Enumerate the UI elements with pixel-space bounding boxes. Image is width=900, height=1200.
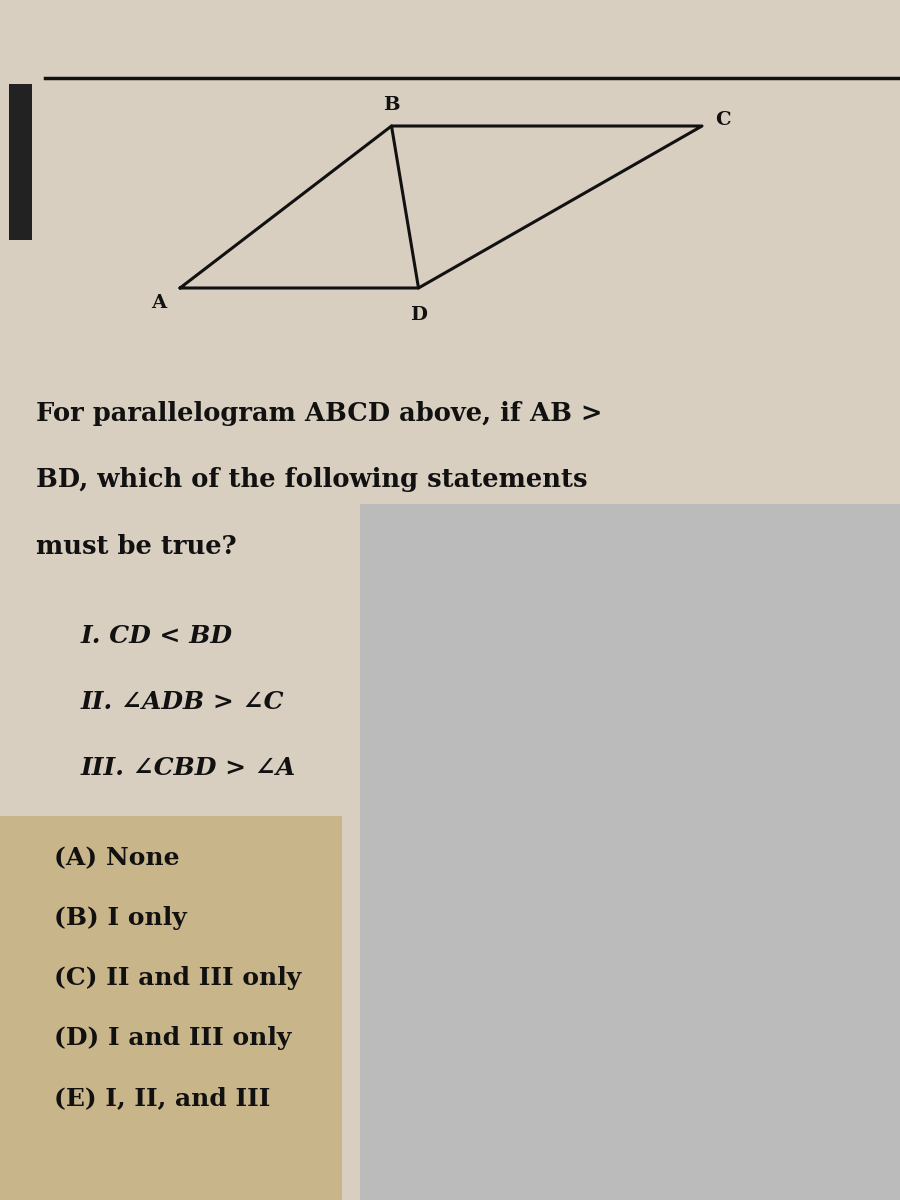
Text: A: A	[151, 294, 166, 312]
Text: (D) I and III only: (D) I and III only	[54, 1026, 292, 1050]
Text: III. ∠CBD > ∠A: III. ∠CBD > ∠A	[81, 756, 296, 780]
Bar	[360, 504, 900, 1200]
Text: (A) None: (A) None	[54, 846, 180, 870]
Text: B: B	[383, 96, 400, 114]
Text: For parallelogram ABCD above, if AB >: For parallelogram ABCD above, if AB >	[36, 402, 602, 426]
Bar	[0, 816, 342, 1200]
Text: (C) II and III only: (C) II and III only	[54, 966, 302, 990]
Text: D: D	[410, 306, 427, 324]
Text: (B) I only: (B) I only	[54, 906, 187, 930]
Text: C: C	[716, 110, 731, 128]
Text: BD, which of the following statements: BD, which of the following statements	[36, 468, 588, 492]
Bar	[9, 84, 32, 240]
Text: II. ∠ADB > ∠C: II. ∠ADB > ∠C	[81, 690, 284, 714]
Text: (E) I, II, and III: (E) I, II, and III	[54, 1086, 270, 1110]
Text: I. CD < BD: I. CD < BD	[81, 624, 233, 648]
Text: must be true?: must be true?	[36, 534, 237, 558]
